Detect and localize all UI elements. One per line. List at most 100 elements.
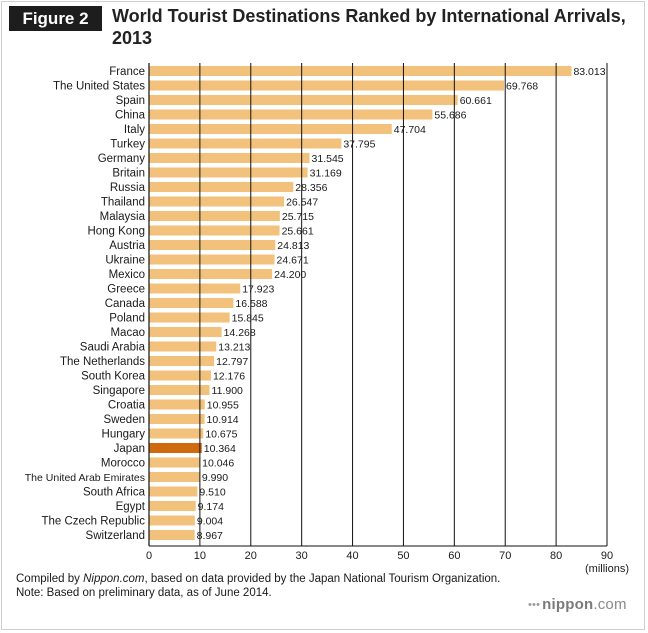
category-label: Malaysia bbox=[100, 211, 146, 223]
x-tick-label: 80 bbox=[550, 550, 562, 562]
bar bbox=[149, 95, 458, 105]
category-label: Hong Kong bbox=[87, 226, 145, 238]
bar bbox=[149, 182, 294, 192]
category-label: Singapore bbox=[93, 385, 145, 397]
bar bbox=[149, 240, 276, 250]
value-label: 14.268 bbox=[224, 327, 256, 339]
value-label: 12.797 bbox=[216, 356, 248, 368]
brand-name: nippon bbox=[542, 596, 594, 613]
value-label: 15.845 bbox=[232, 313, 264, 325]
bar-chart: France 83.013 The United States 69.768 Spain… bbox=[25, 63, 629, 575]
bar bbox=[149, 327, 222, 337]
value-label: 24.200 bbox=[274, 269, 306, 281]
x-axis-label: (millions) bbox=[585, 563, 629, 575]
bar bbox=[149, 341, 217, 352]
category-label: Turkey bbox=[110, 139, 145, 151]
bar bbox=[149, 428, 204, 439]
value-label: 60.661 bbox=[460, 95, 492, 107]
bar bbox=[149, 153, 310, 163]
bar bbox=[149, 486, 198, 497]
brand-domain: .com bbox=[593, 596, 627, 613]
category-label: Russia bbox=[110, 182, 146, 194]
chart-footnote: Compiled by Nippon.com, based on data pr… bbox=[16, 573, 516, 600]
category-label: Thailand bbox=[101, 197, 145, 209]
category-label: Greece bbox=[107, 284, 145, 296]
category-label: Sweden bbox=[103, 414, 145, 426]
value-label: 17.923 bbox=[242, 284, 274, 296]
value-label: 11.900 bbox=[212, 385, 243, 397]
value-label: 10.046 bbox=[202, 458, 234, 470]
category-label: Macao bbox=[110, 327, 145, 339]
x-tick-label: 50 bbox=[397, 550, 409, 562]
value-label: 69.768 bbox=[506, 81, 538, 93]
bar bbox=[149, 225, 280, 236]
value-label: 10.914 bbox=[207, 414, 239, 426]
bar bbox=[149, 298, 234, 308]
bar bbox=[149, 356, 215, 366]
x-tick-label: 60 bbox=[448, 550, 460, 562]
bar bbox=[149, 472, 200, 482]
footnote-source-name: Nippon.com bbox=[83, 573, 145, 585]
category-label: Canada bbox=[105, 298, 146, 310]
bar bbox=[149, 138, 342, 149]
value-label: 31.545 bbox=[312, 153, 344, 165]
category-label: China bbox=[115, 110, 146, 122]
value-label: 9.004 bbox=[197, 516, 223, 528]
bar bbox=[149, 167, 308, 178]
value-label: 28.356 bbox=[295, 182, 327, 194]
category-label: Croatia bbox=[108, 400, 146, 412]
category-label: Hungary bbox=[102, 429, 146, 441]
value-label: 37.795 bbox=[343, 139, 375, 151]
value-label: 10.364 bbox=[204, 443, 236, 455]
value-label: 31.169 bbox=[310, 168, 342, 180]
bar bbox=[149, 124, 392, 134]
x-tick-label: 30 bbox=[296, 550, 308, 562]
category-label: Ukraine bbox=[105, 255, 145, 267]
footnote-note: Note: Based on preliminary data, as of J… bbox=[16, 586, 272, 599]
value-label: 25.661 bbox=[282, 226, 314, 238]
category-label: France bbox=[109, 66, 145, 78]
bar bbox=[149, 515, 195, 526]
bar bbox=[149, 501, 196, 511]
x-tick-label: 20 bbox=[245, 550, 257, 562]
category-label: Morocco bbox=[101, 458, 145, 470]
x-tick-label: 70 bbox=[499, 550, 511, 562]
x-tick-label: 0 bbox=[146, 550, 152, 562]
footnote-prefix: Compiled by bbox=[16, 573, 84, 585]
bar bbox=[149, 414, 205, 424]
category-label: Egypt bbox=[116, 501, 146, 513]
value-label: 16.588 bbox=[235, 298, 267, 310]
x-tick-label: 10 bbox=[194, 550, 206, 562]
category-label: The Netherlands bbox=[60, 356, 145, 368]
value-label: 10.675 bbox=[205, 429, 237, 441]
category-label: South Africa bbox=[83, 487, 146, 499]
bar bbox=[149, 530, 195, 540]
category-label: Mexico bbox=[109, 269, 145, 281]
value-label: 26.547 bbox=[286, 197, 318, 209]
brand-logo: ••• nippon.com bbox=[528, 596, 627, 613]
category-label: The United States bbox=[53, 81, 145, 93]
x-tick-label: 90 bbox=[601, 550, 613, 562]
bar bbox=[149, 283, 241, 294]
bar bbox=[149, 370, 211, 381]
value-label: 47.704 bbox=[394, 124, 426, 136]
value-label: 12.176 bbox=[213, 371, 245, 383]
category-label: Italy bbox=[124, 124, 145, 136]
category-label: Poland bbox=[109, 313, 145, 325]
bar bbox=[149, 80, 505, 91]
figure-label: Figure 2 bbox=[9, 6, 102, 31]
bar-highlight bbox=[149, 443, 202, 453]
chart-title: World Tourist Destinations Ranked by Int… bbox=[112, 6, 626, 48]
category-label: The Czech Republic bbox=[41, 516, 145, 528]
bar bbox=[149, 66, 572, 76]
value-label: 9.174 bbox=[198, 501, 224, 513]
category-label: Saudi Arabia bbox=[80, 342, 146, 354]
value-label: 24.671 bbox=[277, 255, 309, 267]
value-label: 9.990 bbox=[202, 472, 228, 484]
x-tick-label: 40 bbox=[346, 550, 358, 562]
value-label: 10.955 bbox=[207, 400, 239, 412]
category-label: Japan bbox=[114, 443, 145, 455]
footnote-suffix: , based on data provided by the Japan Na… bbox=[144, 573, 501, 585]
bar bbox=[149, 385, 210, 395]
